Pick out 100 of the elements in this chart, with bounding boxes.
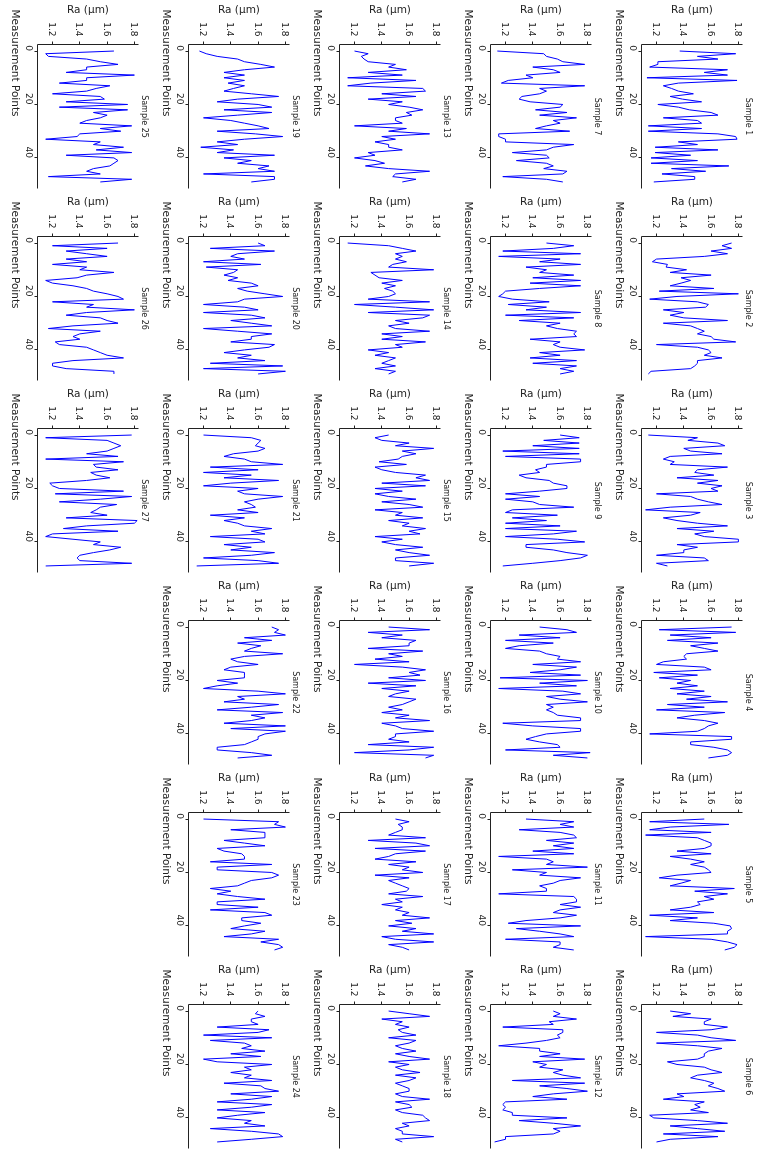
x-axis-title: Ra (µm) <box>520 3 562 16</box>
x-tick-label: 1.4 <box>74 22 85 37</box>
y-tick-label: 40 <box>477 530 487 543</box>
y-tick-label: 40 <box>628 914 638 927</box>
x-axis-title: Ra (µm) <box>218 195 260 208</box>
x-tick-label: 1.2 <box>500 22 511 37</box>
text: Sample 1 <box>743 97 753 136</box>
x-tick-label: 1.4 <box>527 214 538 229</box>
y-tick-label: 20 <box>175 93 185 105</box>
x-tick-label: 1.8 <box>732 598 743 613</box>
text: Sample 27 <box>139 479 149 522</box>
y-tick-label: 40 <box>477 914 487 927</box>
text: Sample 5 <box>743 865 753 904</box>
text: Sample 20 <box>290 287 300 330</box>
x-tick-label: 1.8 <box>581 214 592 229</box>
x-tick-label: 1.4 <box>376 982 387 997</box>
y-axis-title: Measurement Points <box>462 777 475 885</box>
y-axis-title: Measurement Points <box>462 585 475 693</box>
x-tick-label: 1.8 <box>430 22 441 37</box>
y-axis-title: Measurement Points <box>311 777 324 885</box>
x-tick-label: 1.4 <box>225 982 236 997</box>
y-tick-label: 0 <box>326 1005 336 1012</box>
y-tick-label: 0 <box>628 45 638 52</box>
y-tick-label: 40 <box>175 1106 185 1119</box>
x-tick-label: 1.6 <box>705 982 716 997</box>
y-tick-label: 0 <box>628 621 638 628</box>
y-tick-label: 0 <box>175 429 185 436</box>
x-tick-label: 1.4 <box>678 982 689 997</box>
x-axis-title: Ra (µm) <box>671 579 713 592</box>
x-tick-label: 1.2 <box>47 22 58 37</box>
x-tick-label: 1.4 <box>678 22 689 37</box>
y-tick-label: 20 <box>477 285 487 297</box>
y-tick-label: 40 <box>628 530 638 543</box>
x-tick-label: 1.6 <box>403 598 414 613</box>
y-tick-label: 20 <box>477 861 487 873</box>
x-tick-label: 1.6 <box>554 598 565 613</box>
text: Sample 25 <box>139 95 149 138</box>
text: Sample 14 <box>441 287 451 330</box>
y-tick-label: 20 <box>628 477 638 489</box>
x-tick-label: 1.4 <box>527 22 538 37</box>
y-axis-title: Measurement Points <box>462 9 475 117</box>
y-tick-label: 0 <box>628 237 638 244</box>
x-tick-label: 1.4 <box>376 22 387 37</box>
text: Sample 2 <box>743 289 753 328</box>
x-tick-label: 1.2 <box>349 22 360 37</box>
y-axis-title: Measurement Points <box>160 969 173 1077</box>
x-tick-label: 1.4 <box>678 214 689 229</box>
x-axis-title: Ra (µm) <box>218 3 260 16</box>
x-tick-label: 1.6 <box>252 406 263 421</box>
x-tick-label: 1.2 <box>198 214 209 229</box>
text: Sample 17 <box>441 863 451 906</box>
text: Sample 24 <box>290 1055 300 1098</box>
y-tick-label: 20 <box>326 669 336 681</box>
y-tick-label: 40 <box>326 1106 336 1119</box>
y-tick-label: 20 <box>326 285 336 297</box>
text: Sample 6 <box>743 1057 753 1096</box>
y-tick-label: 0 <box>175 237 185 244</box>
x-tick-label: 1.6 <box>252 214 263 229</box>
y-tick-label: 40 <box>175 338 185 351</box>
y-tick-label: 40 <box>175 146 185 159</box>
y-tick-label: 40 <box>175 722 185 735</box>
x-tick-label: 1.8 <box>128 214 139 229</box>
x-axis-title: Ra (µm) <box>671 963 713 976</box>
y-tick-label: 20 <box>628 285 638 297</box>
x-tick-label: 1.8 <box>732 406 743 421</box>
text: Sample 4 <box>743 673 753 712</box>
x-tick-label: 1.2 <box>349 598 360 613</box>
x-axis-title: Ra (µm) <box>67 387 109 400</box>
text: Sample 16 <box>441 671 451 714</box>
y-axis-title: Measurement Points <box>311 969 324 1077</box>
x-tick-label: 1.2 <box>500 982 511 997</box>
y-tick-label: 20 <box>628 1053 638 1065</box>
x-axis-title: Ra (µm) <box>369 195 411 208</box>
y-tick-label: 0 <box>477 45 487 52</box>
y-axis-title: Measurement Points <box>462 201 475 309</box>
y-tick-label: 40 <box>326 338 336 351</box>
y-tick-label: 40 <box>477 1106 487 1119</box>
y-tick-label: 40 <box>24 530 34 543</box>
x-tick-label: 1.6 <box>554 406 565 421</box>
y-axis-title: Measurement Points <box>160 585 173 693</box>
x-tick-label: 1.8 <box>732 790 743 805</box>
y-tick-label: 0 <box>326 237 336 244</box>
y-axis-title: Measurement Points <box>311 201 324 309</box>
x-tick-label: 1.6 <box>705 598 716 613</box>
x-tick-label: 1.4 <box>678 406 689 421</box>
y-tick-label: 40 <box>477 146 487 159</box>
x-tick-label: 1.6 <box>403 22 414 37</box>
x-axis-title: Ra (µm) <box>67 3 109 16</box>
x-axis-title: Ra (µm) <box>520 387 562 400</box>
text: Sample 13 <box>441 95 451 138</box>
x-tick-label: 1.6 <box>252 598 263 613</box>
y-tick-label: 0 <box>628 813 638 820</box>
y-tick-label: 40 <box>326 914 336 927</box>
text: Sample 26 <box>139 287 149 330</box>
text: Sample 7 <box>592 97 602 136</box>
y-tick-label: 0 <box>326 45 336 52</box>
x-tick-label: 1.4 <box>527 982 538 997</box>
x-tick-label: 1.6 <box>554 214 565 229</box>
x-axis-title: Ra (µm) <box>369 771 411 784</box>
x-tick-label: 1.6 <box>705 214 716 229</box>
